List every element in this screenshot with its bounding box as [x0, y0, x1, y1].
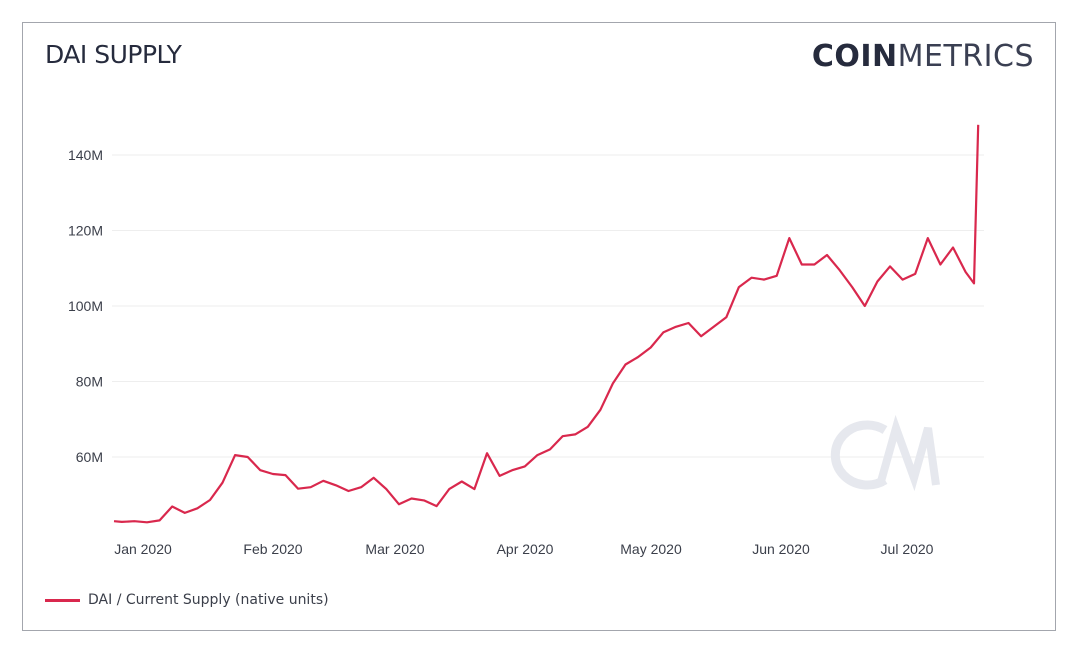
y-tick-label: 100M: [68, 298, 103, 314]
legend: DAI / Current Supply (native units): [45, 592, 329, 608]
x-tick-label: Jul 2020: [881, 541, 934, 557]
x-tick-label: Jun 2020: [752, 541, 810, 557]
x-tick-label: Jan 2020: [114, 541, 172, 557]
brand-light-text: METRICS: [897, 39, 1034, 74]
x-tick-label: Mar 2020: [365, 541, 424, 557]
x-tick-label: May 2020: [620, 541, 682, 557]
x-tick-label: Apr 2020: [497, 541, 554, 557]
x-tick-label: Feb 2020: [243, 541, 302, 557]
legend-label: DAI / Current Supply (native units): [88, 592, 329, 608]
chart-frame: [22, 22, 1056, 631]
coinmetrics-logo: COINMETRICS: [812, 39, 1034, 74]
y-tick-label: 120M: [68, 223, 103, 239]
grid-lines: [112, 154, 984, 458]
dai-supply-line: [113, 124, 980, 524]
y-tick-label: 60M: [76, 449, 103, 465]
legend-swatch: [45, 598, 80, 602]
brand-bold-text: COIN: [811, 39, 898, 74]
x-axis: Jan 2020 Feb 2020 Mar 2020 Apr 2020 May 2020…: [114, 541, 933, 557]
y-axis: 60M 80M 100M 120M 140M: [68, 147, 103, 465]
y-tick-label: 80M: [76, 374, 103, 390]
cm-watermark-icon: [830, 414, 940, 492]
y-tick-label: 140M: [68, 147, 103, 163]
chart-title: DAI SUPPLY: [45, 40, 182, 69]
